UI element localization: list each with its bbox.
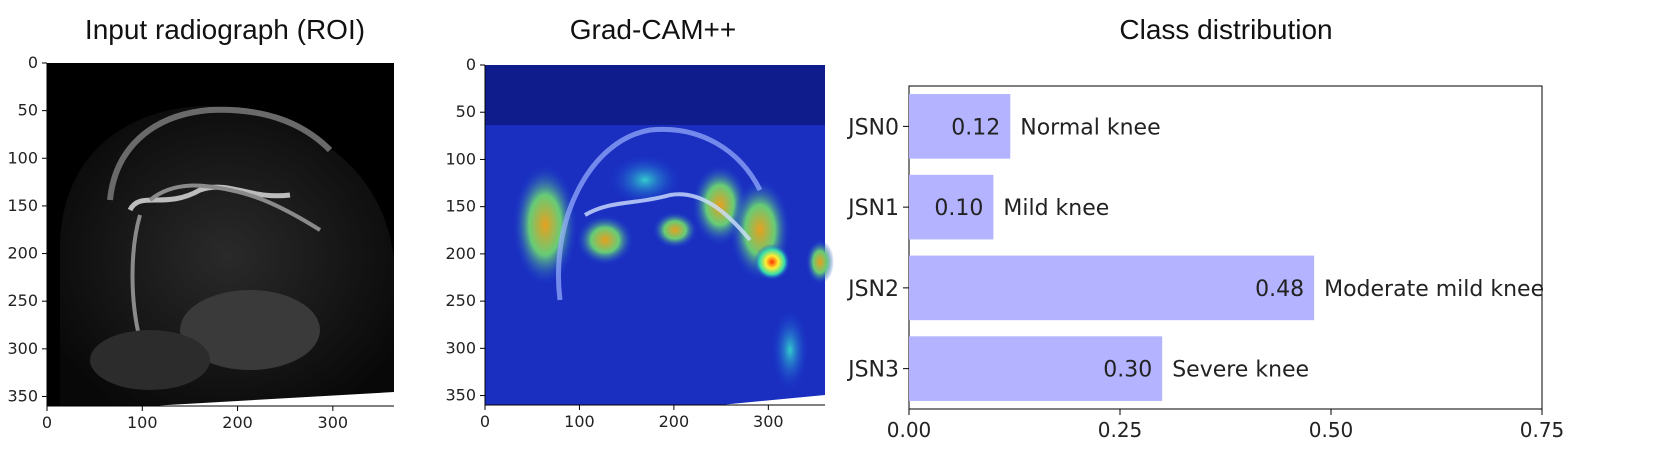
- bar-jsn1: [909, 174, 994, 240]
- gradcam-heatmap: [485, 65, 834, 405]
- gradcam-ytick-label-2: 100: [445, 149, 476, 168]
- radiograph-xtick-label-2: 200: [222, 413, 253, 432]
- gradcam-axes: 0 50 100 150 200 250 300 350 0 100 200 300: [445, 55, 834, 431]
- radiograph-xtick-label-0: 0: [42, 413, 52, 432]
- input-radiograph-title: Input radiograph (ROI): [84, 14, 366, 45]
- gradcam-ytick-label-0: 0: [466, 55, 476, 74]
- bar-jsn3: [909, 336, 1163, 401]
- x-axis-ticks: 0.00 0.25 0.50 0.75: [887, 409, 1565, 442]
- gradcam-ytick-label-7: 350: [445, 386, 476, 405]
- value-label-jsn3: 0.30: [1103, 358, 1152, 383]
- bar-series: JSN0 0.12 Normal knee JSN1 0.10 Mild knee JSN2…: [846, 94, 1544, 401]
- gradcam-ytick-label-4: 200: [445, 244, 476, 263]
- gradcam-xtick-label-3: 300: [753, 412, 784, 431]
- gradcam-xtick-label-2: 200: [659, 412, 690, 431]
- category-label-jsn1: JSN1: [846, 196, 899, 221]
- class-distribution-title: Class distribution: [1119, 14, 1333, 45]
- radiograph-xtick-label-1: 100: [127, 413, 158, 432]
- radiograph-ytick-label-3: 150: [7, 196, 38, 215]
- gradcam-ytick-label-6: 300: [445, 338, 476, 357]
- input-radiograph-axes: 0 50 100 150 200 250 300 350 0 100 200 300: [7, 53, 394, 432]
- radiograph-xtick-label-3: 300: [318, 413, 349, 432]
- bar-jsn0: [909, 94, 1011, 159]
- annotation-jsn2: Moderate mild knee: [1324, 277, 1544, 302]
- value-label-jsn0: 0.12: [951, 115, 1000, 140]
- xtick-label-2: 0.50: [1309, 418, 1354, 442]
- category-label-jsn0: JSN0: [846, 115, 899, 140]
- gradcam-xtick-label-1: 100: [564, 412, 595, 431]
- category-label-jsn3: JSN3: [846, 358, 899, 383]
- xtick-label-1: 0.25: [1098, 418, 1143, 442]
- gradcam-panel: Grad-CAM++: [420, 0, 840, 467]
- xtick-label-0: 0.00: [887, 418, 932, 442]
- chart-frame: [908, 85, 1543, 410]
- gradcam-ytick-label-5: 250: [445, 291, 476, 310]
- annotation-jsn3: Severe knee: [1172, 358, 1309, 383]
- radiograph-ytick-label-7: 350: [7, 386, 38, 405]
- input-radiograph-panel: Input radiograph (ROI) 0 50 100 150 200 250 30…: [0, 0, 420, 467]
- radiograph-image: [47, 63, 394, 406]
- bar-jsn2: [909, 255, 1315, 321]
- radiograph-ytick-label-6: 300: [7, 339, 38, 358]
- radiograph-ytick-label-4: 200: [7, 244, 38, 263]
- class-distribution-chart: JSN0 0.12 Normal knee JSN1 0.10 Mild knee JSN2…: [846, 85, 1565, 442]
- class-distribution-panel: Class distribution JSN0 0.12 Normal knee JS…: [840, 0, 1665, 467]
- radiograph-y-ticks: 0 50 100 150 200 250 300 350: [7, 53, 47, 405]
- gradcam-xtick-label-0: 0: [480, 412, 490, 431]
- category-label-jsn2: JSN2: [846, 277, 899, 302]
- radiograph-ytick-label-2: 100: [7, 148, 38, 167]
- value-label-jsn1: 0.10: [934, 196, 983, 221]
- radiograph-ytick-label-1: 50: [18, 101, 38, 120]
- annotation-jsn1: Mild knee: [1003, 196, 1109, 221]
- radiograph-ytick-label-5: 250: [7, 291, 38, 310]
- gradcam-title: Grad-CAM++: [569, 14, 737, 45]
- gradcam-ytick-label-1: 50: [456, 102, 476, 121]
- xtick-label-3: 0.75: [1520, 418, 1565, 442]
- radiograph-x-ticks: 0 100 200 300: [42, 406, 348, 432]
- radiograph-ytick-label-0: 0: [28, 53, 38, 72]
- gradcam-x-ticks: 0 100 200 300: [480, 405, 784, 431]
- annotation-jsn0: Normal knee: [1020, 115, 1160, 140]
- value-label-jsn2: 0.48: [1255, 277, 1304, 302]
- gradcam-ytick-label-3: 150: [445, 197, 476, 216]
- gradcam-y-ticks: 0 50 100 150 200 250 300 350: [445, 55, 485, 405]
